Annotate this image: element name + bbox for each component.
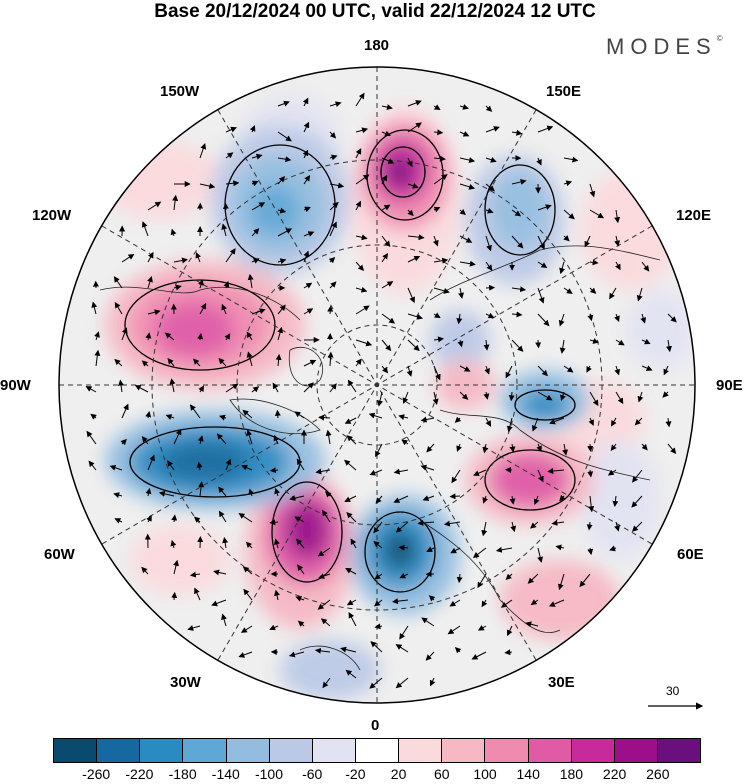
colorbar-swatch xyxy=(485,739,528,762)
anomaly-patch xyxy=(280,640,380,700)
lon-label-90e: 90E xyxy=(716,377,743,395)
colorbar xyxy=(53,738,701,763)
wind-arrow xyxy=(277,411,278,418)
colorbar-tick-label: -100 xyxy=(255,766,283,782)
wind-arrow xyxy=(319,417,330,418)
colorbar-tick-label: 60 xyxy=(434,766,450,782)
wind-arrow xyxy=(451,496,461,497)
lon-label-120w: 120W xyxy=(32,207,71,225)
colorbar-tick-label: 220 xyxy=(603,766,626,782)
colorbar-tick-label: -20 xyxy=(345,766,365,782)
lon-label-30w: 30W xyxy=(170,674,201,692)
colorbar-tick-label: 260 xyxy=(646,766,669,782)
wind-arrow xyxy=(400,547,409,548)
colorbar-swatch xyxy=(529,739,572,762)
colorbar-swatch xyxy=(572,739,615,762)
colorbar-swatch xyxy=(270,739,313,762)
wind-arrow xyxy=(590,444,591,451)
lon-label-0: 0 xyxy=(371,717,379,735)
lon-label-180: 180 xyxy=(364,37,389,55)
colorbar-tick-label: 180 xyxy=(560,766,583,782)
colorbar-tick-label: -220 xyxy=(125,766,153,782)
lon-label-150w: 150W xyxy=(160,83,199,101)
lon-label-60w: 60W xyxy=(44,546,75,564)
colorbar-swatch xyxy=(183,739,226,762)
colorbar-tick-label: -140 xyxy=(212,766,240,782)
lon-label-150e: 150E xyxy=(546,83,581,101)
colorbar-tick-label: 20 xyxy=(391,766,407,782)
anomaly-patch xyxy=(155,302,235,358)
colorbar-tick-label: -60 xyxy=(302,766,322,782)
colorbar-swatch xyxy=(313,739,356,762)
colorbar-labels: -260 -220 -180 -140 -100 -60 -20 20 60 100 140 180 2… xyxy=(0,766,750,784)
colorbar-tick-label: -180 xyxy=(169,766,197,782)
colorbar-swatch xyxy=(615,739,658,762)
colorbar-swatch xyxy=(140,739,183,762)
colorbar-swatch xyxy=(227,739,270,762)
anomaly-patch xyxy=(520,390,570,420)
anomaly-patch xyxy=(250,185,300,235)
anomaly-patch xyxy=(580,170,680,290)
colorbar-swatch xyxy=(442,739,485,762)
colorbar-swatch xyxy=(97,739,140,762)
lon-label-60e: 60E xyxy=(677,546,704,564)
polar-map xyxy=(0,0,750,783)
anomaly-patch xyxy=(490,452,570,508)
colorbar-tick-label: 100 xyxy=(473,766,496,782)
wind-arrow xyxy=(486,288,494,289)
colorbar-swatch xyxy=(356,739,399,762)
reference-vector-arrow xyxy=(640,680,710,720)
wind-arrow xyxy=(174,593,175,600)
colorbar-swatch xyxy=(399,739,442,762)
anomaly-patch xyxy=(160,442,250,482)
colorbar-swatch xyxy=(54,739,97,762)
colorbar-tick-label: 140 xyxy=(517,766,540,782)
colorbar-swatch xyxy=(658,739,700,762)
wind-arrow xyxy=(330,307,331,314)
anomaly-patch xyxy=(492,172,548,248)
lon-label-30e: 30E xyxy=(548,674,575,692)
lon-label-90w: 90W xyxy=(0,377,31,395)
wind-arrow xyxy=(538,340,539,347)
wind-arrow xyxy=(271,470,278,471)
colorbar-tick-label: -260 xyxy=(82,766,110,782)
anomaly-patch xyxy=(285,500,329,560)
anomaly-patch xyxy=(385,532,415,568)
anomaly-patch xyxy=(130,525,230,595)
lon-label-120e: 120E xyxy=(676,207,711,225)
